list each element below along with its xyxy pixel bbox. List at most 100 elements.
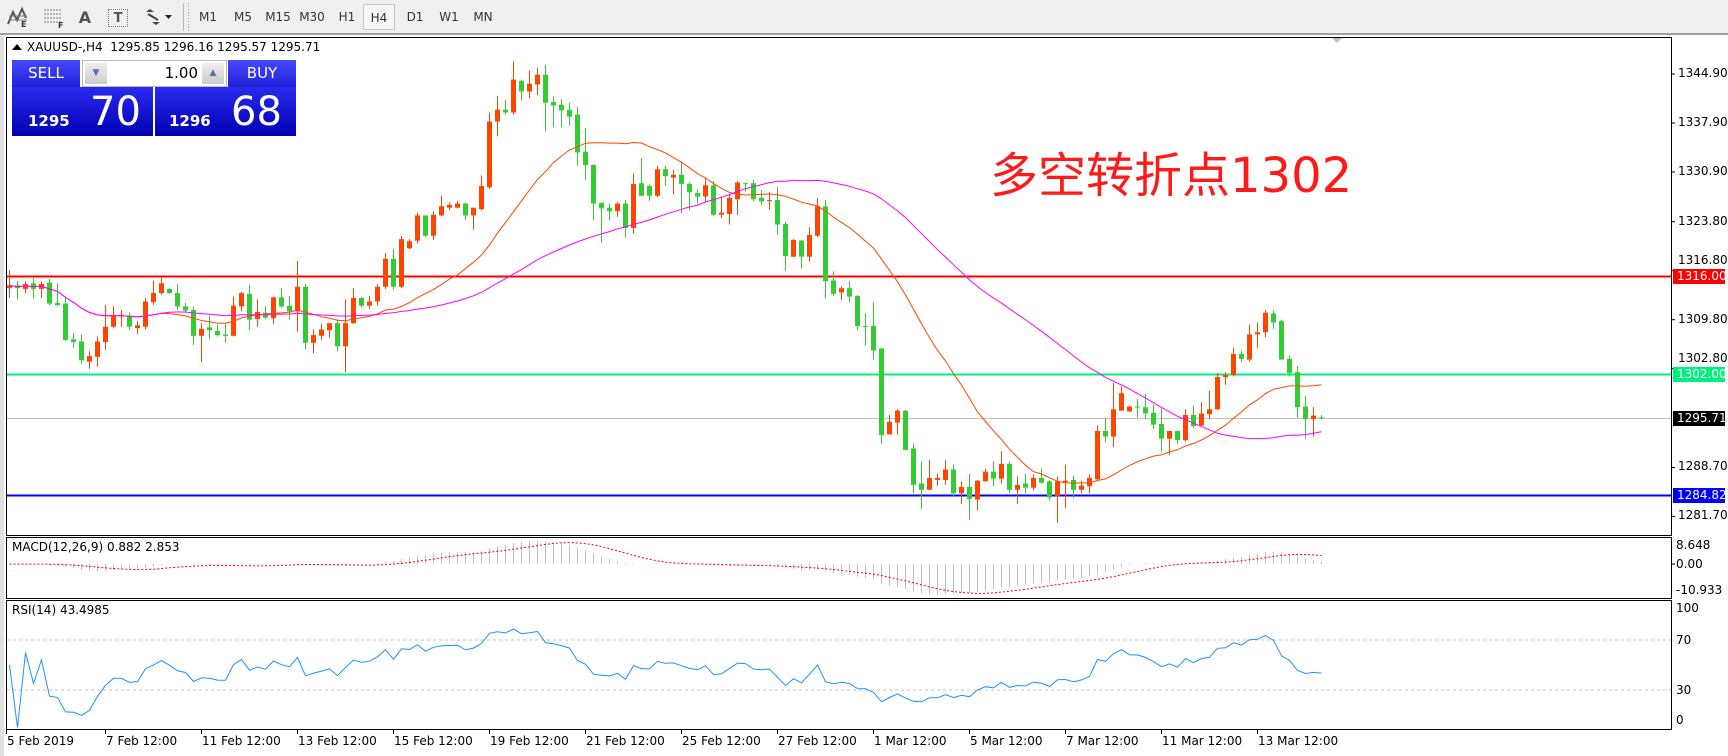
chart-header: XAUUSD-,H4 1295.85 1296.16 1295.57 1295.… bbox=[12, 40, 320, 54]
candle-body bbox=[743, 183, 748, 185]
candle-body bbox=[407, 241, 412, 249]
candle-body bbox=[951, 469, 956, 494]
timeframe-mn[interactable]: MN bbox=[473, 10, 493, 24]
toolbar-grip[interactable] bbox=[188, 3, 189, 31]
bearish-candle bbox=[663, 165, 668, 186]
bearish-candle bbox=[551, 96, 556, 128]
candle-body bbox=[727, 197, 732, 214]
candle-body bbox=[519, 81, 524, 92]
timeframe-w1[interactable]: W1 bbox=[439, 10, 459, 24]
candle-body bbox=[207, 327, 212, 331]
buy-button[interactable]: BUY bbox=[228, 60, 296, 87]
price-line-label: 1295.71 bbox=[1673, 411, 1727, 427]
candle-body bbox=[991, 471, 996, 479]
candle-body bbox=[775, 200, 780, 225]
candle-body bbox=[391, 258, 396, 287]
candle-body bbox=[1175, 431, 1180, 441]
bearish-candle bbox=[847, 281, 852, 303]
sell-button[interactable]: SELL bbox=[12, 60, 80, 87]
bearish-candle bbox=[359, 296, 364, 308]
lot-increase-button[interactable]: ▲ bbox=[202, 63, 224, 84]
lot-value[interactable]: 1.00 bbox=[164, 64, 198, 82]
bearish-candle bbox=[743, 182, 748, 192]
candle-body bbox=[439, 206, 444, 216]
timeframe-h1[interactable]: H1 bbox=[338, 10, 356, 24]
candle-body bbox=[311, 335, 316, 343]
bullish-candle bbox=[1119, 386, 1124, 411]
candle-body bbox=[1255, 332, 1260, 335]
timeframe-m5[interactable]: M5 bbox=[234, 10, 252, 24]
candle-body bbox=[159, 283, 164, 294]
elliott-wave-icon[interactable]: E bbox=[6, 6, 30, 28]
sell-price-prefix: 1295 bbox=[28, 112, 70, 130]
price-line-label: 1316.00 bbox=[1673, 269, 1727, 285]
timeframe-d1[interactable]: D1 bbox=[406, 10, 424, 24]
bullish-candle bbox=[439, 195, 444, 217]
timeframe-m30[interactable]: M30 bbox=[299, 10, 325, 24]
candle-body bbox=[919, 483, 924, 490]
chart-shift-marker-icon bbox=[1332, 38, 1342, 43]
bullish-candle bbox=[295, 260, 300, 332]
time-tick-label: 21 Feb 12:00 bbox=[586, 734, 665, 748]
bearish-candle bbox=[911, 443, 916, 494]
main-chart-frame bbox=[6, 37, 1672, 536]
candle-body bbox=[1279, 321, 1284, 360]
time-tick-label: 7 Mar 12:00 bbox=[1066, 734, 1139, 748]
buy-price-button[interactable]: 1296 68 bbox=[155, 87, 296, 136]
bearish-candle bbox=[1287, 355, 1292, 377]
candle-body bbox=[1063, 480, 1068, 483]
candle-body bbox=[1311, 415, 1316, 420]
bullish-candle bbox=[1095, 425, 1100, 480]
candle-body bbox=[1007, 463, 1012, 490]
bullish-candle bbox=[103, 305, 108, 350]
text-label-icon[interactable]: A bbox=[78, 7, 92, 27]
bearish-candle bbox=[303, 284, 308, 350]
candle-body bbox=[1031, 477, 1036, 488]
bearish-candle bbox=[71, 333, 76, 348]
candle-body bbox=[1215, 377, 1220, 410]
candle-body bbox=[543, 74, 548, 103]
timeframe-m15[interactable]: M15 bbox=[265, 10, 291, 24]
candle-body bbox=[551, 102, 556, 106]
bullish-candle bbox=[1183, 409, 1188, 442]
bearish-candle bbox=[1151, 404, 1156, 429]
bearish-candle bbox=[991, 461, 996, 487]
arrows-dropdown-icon[interactable] bbox=[143, 6, 175, 28]
bullish-candle bbox=[1199, 402, 1204, 427]
fibonacci-fan-icon[interactable]: F bbox=[42, 6, 66, 28]
candle-body bbox=[111, 314, 116, 327]
bullish-candle bbox=[735, 181, 740, 215]
bearish-candle bbox=[183, 302, 188, 313]
timeframe-m1[interactable]: M1 bbox=[199, 10, 217, 24]
chart-annotation-text[interactable]: 多空转折点1302 bbox=[990, 148, 1353, 204]
candle-body bbox=[1287, 358, 1292, 373]
candle-body bbox=[71, 339, 76, 343]
candle-body bbox=[463, 203, 468, 216]
candle-body bbox=[815, 206, 820, 236]
collapse-triangle-icon[interactable] bbox=[12, 44, 22, 50]
price-tick-label: 1323.80 bbox=[1678, 213, 1728, 228]
candle-body bbox=[895, 410, 900, 423]
candle-body bbox=[1247, 334, 1252, 360]
candle-body bbox=[191, 309, 196, 336]
candle-body bbox=[95, 341, 100, 357]
bullish-candle bbox=[999, 451, 1004, 484]
rsi-axis-100: 100 bbox=[1676, 601, 1699, 615]
lot-decrease-button[interactable]: ▼ bbox=[85, 63, 107, 84]
text-box-icon[interactable]: T bbox=[108, 9, 128, 27]
bearish-candle bbox=[1175, 431, 1180, 445]
bullish-candle bbox=[791, 239, 796, 258]
bullish-candle bbox=[471, 207, 476, 230]
price-tick-label: 1330.90 bbox=[1678, 164, 1728, 178]
candle-body bbox=[183, 306, 188, 311]
price-line-label: 1302.00 bbox=[1673, 367, 1727, 383]
bullish-candle bbox=[111, 306, 116, 329]
bearish-candle bbox=[1159, 408, 1164, 452]
timeframe-h4[interactable]: H4 bbox=[363, 4, 395, 30]
candle-body bbox=[1183, 414, 1188, 441]
sell-price-button[interactable]: 1295 70 bbox=[12, 87, 153, 136]
bearish-candle bbox=[871, 302, 876, 360]
candle-body bbox=[215, 330, 220, 336]
lot-size-input[interactable]: ▼ 1.00 ▲ bbox=[82, 60, 227, 87]
